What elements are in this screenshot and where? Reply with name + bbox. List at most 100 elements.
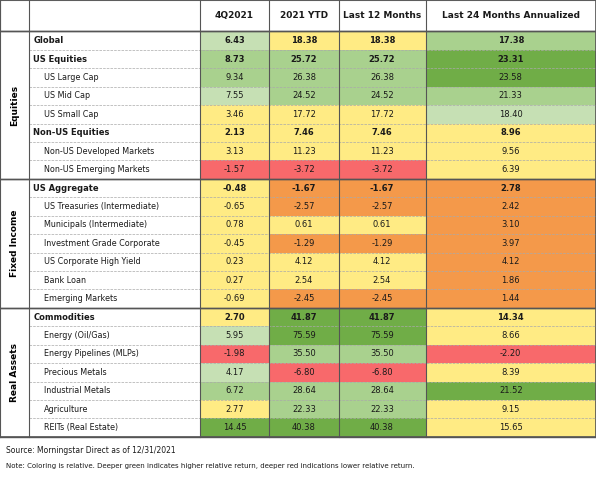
Text: 7.55: 7.55 xyxy=(225,91,244,100)
Bar xyxy=(29,308,200,326)
Text: 2.42: 2.42 xyxy=(502,202,520,211)
Text: 17.38: 17.38 xyxy=(498,36,524,45)
Bar xyxy=(426,68,596,87)
Bar xyxy=(200,326,269,345)
Text: 26.38: 26.38 xyxy=(292,73,316,82)
Text: -2.45: -2.45 xyxy=(371,294,393,303)
Bar xyxy=(339,234,426,252)
Text: 35.50: 35.50 xyxy=(292,349,316,359)
Text: US Large Cap: US Large Cap xyxy=(44,73,98,82)
Bar xyxy=(339,326,426,345)
Text: -2.57: -2.57 xyxy=(293,202,315,211)
Bar xyxy=(269,50,339,68)
Bar xyxy=(426,160,596,179)
Text: 6.39: 6.39 xyxy=(501,165,520,174)
Bar xyxy=(339,160,426,179)
Bar xyxy=(200,289,269,308)
Bar xyxy=(339,123,426,142)
Text: 2.70: 2.70 xyxy=(224,312,245,322)
Text: -2.20: -2.20 xyxy=(500,349,522,359)
Text: Last 24 Months Annualized: Last 24 Months Annualized xyxy=(442,11,580,20)
Bar xyxy=(29,326,200,345)
Bar xyxy=(29,179,200,197)
Bar xyxy=(426,419,596,437)
Bar xyxy=(200,419,269,437)
Bar xyxy=(200,234,269,252)
Text: -0.45: -0.45 xyxy=(224,239,245,248)
Bar xyxy=(200,179,269,197)
Text: REITs (Real Estate): REITs (Real Estate) xyxy=(44,423,117,432)
Text: 2.78: 2.78 xyxy=(501,183,521,192)
Text: Emerging Markets: Emerging Markets xyxy=(44,294,117,303)
Bar xyxy=(426,271,596,289)
Text: US Equities: US Equities xyxy=(33,55,88,63)
Bar xyxy=(339,252,426,271)
Bar xyxy=(269,345,339,363)
Bar xyxy=(339,50,426,68)
Text: 26.38: 26.38 xyxy=(370,73,394,82)
Bar xyxy=(426,50,596,68)
Text: -1.29: -1.29 xyxy=(371,239,393,248)
Text: 0.61: 0.61 xyxy=(294,220,313,229)
Bar xyxy=(29,142,200,160)
Text: 75.59: 75.59 xyxy=(370,331,394,340)
Bar xyxy=(29,419,200,437)
Bar xyxy=(426,197,596,216)
Bar xyxy=(269,271,339,289)
Bar xyxy=(426,252,596,271)
Text: Industrial Metals: Industrial Metals xyxy=(44,386,110,395)
Bar xyxy=(339,197,426,216)
Text: 4.12: 4.12 xyxy=(373,257,391,266)
Bar xyxy=(200,197,269,216)
Bar xyxy=(339,419,426,437)
Bar xyxy=(426,123,596,142)
Bar xyxy=(269,289,339,308)
Text: Last 12 Months: Last 12 Months xyxy=(343,11,421,20)
Bar xyxy=(269,179,339,197)
Bar xyxy=(339,271,426,289)
Bar xyxy=(269,363,339,382)
Text: 23.58: 23.58 xyxy=(499,73,523,82)
Bar xyxy=(29,234,200,252)
Text: 9.56: 9.56 xyxy=(501,147,520,156)
Bar xyxy=(29,160,200,179)
Bar xyxy=(29,105,200,123)
Text: Real Assets: Real Assets xyxy=(10,343,19,402)
Text: 22.33: 22.33 xyxy=(370,405,394,414)
Text: Non-US Developed Markets: Non-US Developed Markets xyxy=(44,147,154,156)
Bar xyxy=(269,87,339,105)
Text: 15.65: 15.65 xyxy=(499,423,523,432)
Text: 1.86: 1.86 xyxy=(501,276,520,285)
Text: -1.67: -1.67 xyxy=(370,183,394,192)
Text: Bank Loan: Bank Loan xyxy=(44,276,85,285)
Bar xyxy=(339,289,426,308)
Text: 2.54: 2.54 xyxy=(295,276,313,285)
Bar xyxy=(200,345,269,363)
Bar xyxy=(426,87,596,105)
Bar xyxy=(426,326,596,345)
Text: 0.27: 0.27 xyxy=(225,276,244,285)
Bar xyxy=(200,400,269,419)
Text: Note: Coloring is relative. Deeper green indicates higher relative return, deepe: Note: Coloring is relative. Deeper green… xyxy=(6,463,415,469)
Bar xyxy=(0,179,29,308)
Text: 8.39: 8.39 xyxy=(501,368,520,377)
Bar xyxy=(269,160,339,179)
Text: -1.29: -1.29 xyxy=(293,239,315,248)
Bar xyxy=(339,179,426,197)
Bar xyxy=(426,400,596,419)
Text: 11.23: 11.23 xyxy=(370,147,394,156)
Text: US Aggregate: US Aggregate xyxy=(33,183,99,192)
Text: Investment Grade Corporate: Investment Grade Corporate xyxy=(44,239,159,248)
Text: 18.38: 18.38 xyxy=(369,36,395,45)
Bar xyxy=(269,382,339,400)
Text: 40.38: 40.38 xyxy=(370,423,394,432)
Text: 0.23: 0.23 xyxy=(225,257,244,266)
Text: 8.96: 8.96 xyxy=(501,128,521,137)
Bar xyxy=(426,105,596,123)
Text: 9.34: 9.34 xyxy=(225,73,244,82)
Text: US Mid Cap: US Mid Cap xyxy=(44,91,89,100)
Bar xyxy=(29,382,200,400)
Text: 23.31: 23.31 xyxy=(498,55,524,63)
Text: 8.66: 8.66 xyxy=(501,331,520,340)
Bar xyxy=(29,50,200,68)
